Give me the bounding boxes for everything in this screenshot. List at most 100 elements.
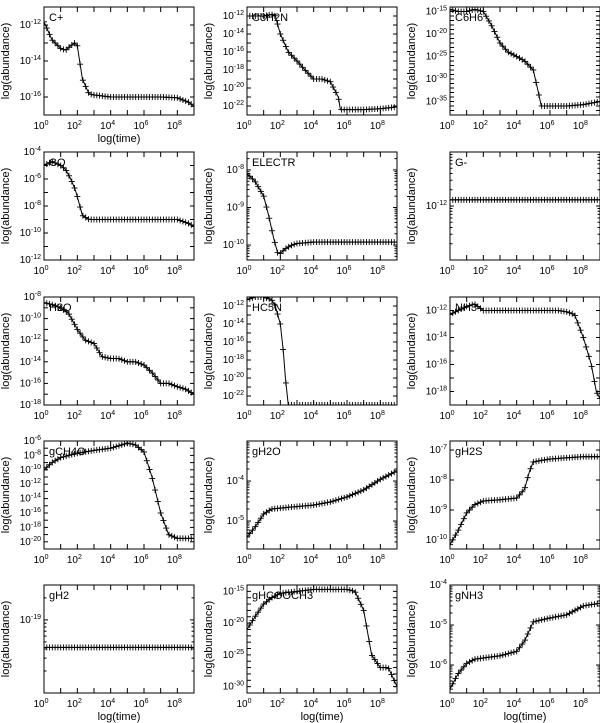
x-tick-label: 104 xyxy=(506,265,521,277)
data-point xyxy=(391,469,397,476)
panel-title: gH2O xyxy=(252,446,281,458)
y-tick-exp: -5 xyxy=(238,515,244,522)
y-tick-label: 10-18 xyxy=(223,64,244,76)
data-point xyxy=(269,594,275,601)
x-tick-base: 10 xyxy=(506,555,518,566)
x-tick-label: 106 xyxy=(336,554,351,566)
x-tick-label: 104 xyxy=(506,120,521,132)
y-tick-label: 10-10 xyxy=(20,464,41,476)
data-point xyxy=(394,402,397,405)
x-tick-exp: 4 xyxy=(517,410,521,417)
y-tick-base: 10 xyxy=(430,580,442,591)
y-tick-label: 10-6 xyxy=(430,659,447,671)
y-tick-label: 10-16 xyxy=(20,377,41,389)
data-point xyxy=(149,475,156,482)
x-tick-exp: 4 xyxy=(111,265,115,272)
series-line xyxy=(450,303,600,399)
x-tick-exp: 0 xyxy=(451,698,455,705)
data-point xyxy=(591,99,598,106)
x-tick-exp: 8 xyxy=(178,698,182,705)
data-point xyxy=(466,302,473,309)
panel-9: 100 102 104 106 10810-610-810-1010-1210-1410… xyxy=(0,435,195,566)
data-point xyxy=(149,370,156,377)
data-point xyxy=(319,402,325,405)
data-point xyxy=(296,402,303,405)
x-tick-base: 10 xyxy=(573,266,585,277)
x-tick-exp: 0 xyxy=(248,265,252,272)
series-line xyxy=(44,302,194,395)
y-tick-base: 10 xyxy=(227,516,239,527)
y-tick-label: 10-12 xyxy=(20,19,41,31)
data-point xyxy=(182,386,189,393)
x-tick-label: 108 xyxy=(573,410,588,422)
data-point xyxy=(191,644,194,651)
y-axis-label: log(abundance) xyxy=(406,23,418,99)
plot-frame xyxy=(43,584,195,694)
data-point xyxy=(282,43,289,50)
y-tick-base: 10 xyxy=(20,378,32,389)
y-tick-label: 10-10 xyxy=(426,534,447,546)
panel-title: NH3 xyxy=(455,302,477,314)
y-axis-label: log(abundance) xyxy=(406,457,418,533)
x-tick-base: 10 xyxy=(167,266,179,277)
data-point xyxy=(77,61,84,68)
x-tick-exp: 8 xyxy=(381,265,385,272)
x-tick-exp: 2 xyxy=(281,265,285,272)
y-tick-label: 10-16 xyxy=(426,359,447,371)
y-tick-base: 10 xyxy=(426,7,438,18)
y-tick-exp: -9 xyxy=(441,504,447,511)
data-point xyxy=(266,215,273,222)
data-point xyxy=(327,78,334,85)
x-tick-label: 108 xyxy=(573,265,588,277)
data-point xyxy=(516,491,523,498)
x-tick-base: 10 xyxy=(67,555,79,566)
data-point xyxy=(516,644,523,651)
data-point xyxy=(452,308,459,315)
y-tick-label: 10-14 xyxy=(20,356,41,368)
x-tick-base: 10 xyxy=(336,411,348,422)
x-tick-base: 10 xyxy=(133,699,145,710)
data-point xyxy=(335,496,342,503)
x-tick-label: 100 xyxy=(236,120,251,132)
data-point xyxy=(563,308,570,315)
x-tick-exp: 2 xyxy=(78,265,82,272)
x-tick-exp: 8 xyxy=(178,120,182,127)
panel-7: 100 102 104 106 10810-1210-1410-1610-1810-20… xyxy=(203,296,398,422)
data-point xyxy=(355,489,362,496)
x-tick-exp: 0 xyxy=(451,120,455,127)
x-tick-base: 10 xyxy=(270,266,282,277)
data-point xyxy=(57,45,64,52)
y-tick-exp: -20 xyxy=(234,372,244,379)
y-tick-base: 10 xyxy=(20,314,32,325)
panel-title: gHCOOCH3 xyxy=(252,590,313,602)
data-point xyxy=(588,100,595,107)
data-point xyxy=(346,402,353,405)
data-point xyxy=(291,402,298,405)
data-point xyxy=(530,618,537,625)
data-point xyxy=(52,457,59,464)
data-point xyxy=(538,616,545,623)
data-point xyxy=(483,13,490,20)
data-point xyxy=(252,523,259,530)
x-tick-base: 10 xyxy=(506,121,518,132)
y-tick-label: 10-30 xyxy=(223,681,244,693)
data-point xyxy=(255,519,262,526)
y-tick-base: 10 xyxy=(223,355,235,366)
data-point xyxy=(46,31,53,38)
data-point xyxy=(374,660,381,667)
y-tick-label: 10-10 xyxy=(20,227,41,239)
x-tick-base: 10 xyxy=(270,699,282,710)
data-point xyxy=(344,493,350,500)
x-tick-base: 10 xyxy=(439,411,451,422)
y-tick-label: 10-8 xyxy=(24,449,41,461)
data-point xyxy=(466,658,473,665)
y-tick-base: 10 xyxy=(426,29,438,40)
x-tick-label: 100 xyxy=(439,554,454,566)
data-point xyxy=(391,677,397,684)
data-point xyxy=(263,297,270,301)
data-point xyxy=(469,7,476,13)
data-point xyxy=(88,91,95,98)
x-tick-exp: 0 xyxy=(451,410,455,417)
data-point xyxy=(360,402,367,405)
